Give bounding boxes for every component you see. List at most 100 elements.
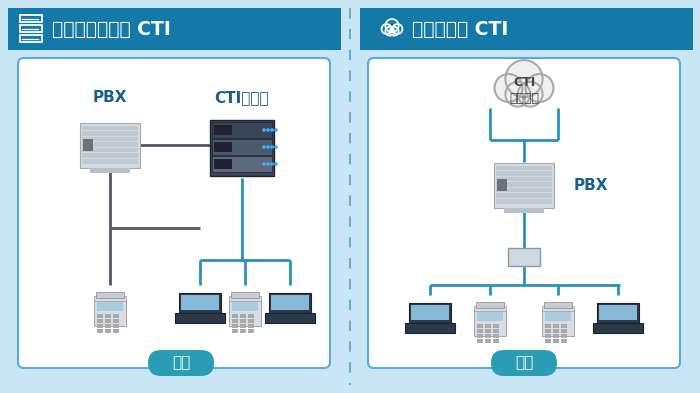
Bar bbox=[231, 292, 259, 298]
Bar bbox=[542, 306, 574, 311]
Bar bbox=[212, 139, 272, 155]
Circle shape bbox=[262, 128, 266, 132]
Bar bbox=[496, 193, 552, 198]
Circle shape bbox=[494, 74, 522, 102]
Circle shape bbox=[262, 162, 266, 166]
Bar bbox=[496, 188, 552, 192]
Circle shape bbox=[270, 128, 274, 132]
Bar bbox=[20, 35, 42, 42]
Bar bbox=[105, 329, 111, 332]
Circle shape bbox=[274, 145, 278, 149]
Circle shape bbox=[526, 74, 554, 102]
Bar bbox=[485, 339, 491, 343]
Bar bbox=[553, 339, 559, 343]
FancyBboxPatch shape bbox=[368, 58, 680, 368]
Circle shape bbox=[382, 24, 391, 34]
Bar bbox=[248, 314, 254, 318]
Bar bbox=[553, 334, 559, 338]
Text: クラウド型 CTI: クラウド型 CTI bbox=[412, 20, 508, 39]
Bar bbox=[248, 319, 254, 323]
Bar bbox=[214, 125, 232, 135]
Bar bbox=[113, 329, 119, 332]
Bar bbox=[113, 319, 119, 323]
Bar bbox=[82, 131, 138, 136]
Bar bbox=[477, 329, 483, 332]
Bar bbox=[232, 314, 238, 318]
Bar bbox=[485, 329, 491, 332]
Bar bbox=[240, 329, 246, 332]
Bar bbox=[229, 300, 261, 326]
Bar bbox=[599, 305, 637, 320]
Bar bbox=[504, 208, 544, 213]
Circle shape bbox=[518, 82, 542, 107]
Bar bbox=[214, 142, 232, 152]
Circle shape bbox=[382, 25, 391, 33]
Bar bbox=[232, 319, 238, 323]
Circle shape bbox=[528, 77, 551, 99]
Circle shape bbox=[270, 145, 274, 149]
Bar bbox=[175, 312, 225, 323]
Bar bbox=[493, 334, 499, 338]
Circle shape bbox=[393, 25, 402, 33]
Bar bbox=[561, 334, 567, 338]
Bar bbox=[232, 324, 238, 327]
Bar bbox=[494, 162, 554, 208]
Circle shape bbox=[274, 162, 278, 166]
Bar bbox=[485, 334, 491, 338]
Bar bbox=[597, 303, 639, 323]
Bar bbox=[474, 310, 506, 336]
Circle shape bbox=[505, 82, 530, 107]
FancyBboxPatch shape bbox=[18, 58, 330, 368]
Bar bbox=[476, 302, 504, 308]
Text: CTI
システム: CTI システム bbox=[509, 75, 539, 105]
Bar bbox=[544, 302, 572, 308]
Bar bbox=[212, 156, 272, 172]
Bar bbox=[181, 295, 219, 310]
Bar bbox=[496, 176, 552, 181]
Bar bbox=[496, 165, 552, 170]
Circle shape bbox=[386, 28, 393, 35]
Bar bbox=[493, 324, 499, 327]
Circle shape bbox=[497, 77, 520, 99]
Bar bbox=[561, 329, 567, 332]
Bar bbox=[214, 159, 232, 169]
Bar bbox=[82, 148, 138, 152]
Bar bbox=[545, 324, 551, 327]
Bar bbox=[97, 319, 103, 323]
Bar bbox=[271, 295, 309, 310]
Circle shape bbox=[520, 84, 540, 105]
Bar bbox=[113, 324, 119, 327]
FancyBboxPatch shape bbox=[148, 350, 214, 376]
Bar bbox=[497, 178, 507, 191]
Bar bbox=[269, 293, 311, 312]
Bar bbox=[477, 339, 483, 343]
Circle shape bbox=[386, 27, 394, 36]
Bar bbox=[82, 159, 138, 163]
Bar bbox=[94, 300, 126, 326]
Circle shape bbox=[508, 84, 528, 105]
Bar bbox=[82, 142, 138, 147]
Bar bbox=[493, 339, 499, 343]
Circle shape bbox=[262, 145, 266, 149]
Bar bbox=[232, 329, 238, 332]
Bar bbox=[97, 302, 123, 311]
Bar bbox=[240, 324, 246, 327]
Bar bbox=[20, 25, 42, 32]
Circle shape bbox=[274, 128, 278, 132]
Text: PBX: PBX bbox=[574, 178, 608, 193]
Bar bbox=[83, 138, 93, 151]
Circle shape bbox=[393, 24, 402, 34]
Bar bbox=[496, 171, 552, 176]
Bar bbox=[82, 125, 138, 130]
Circle shape bbox=[270, 162, 274, 166]
Bar bbox=[105, 324, 111, 327]
Bar bbox=[545, 334, 551, 338]
Circle shape bbox=[266, 145, 270, 149]
Bar bbox=[8, 8, 341, 50]
Bar bbox=[97, 324, 103, 327]
Bar bbox=[545, 339, 551, 343]
Bar bbox=[477, 334, 483, 338]
Bar bbox=[411, 305, 449, 320]
Bar bbox=[82, 153, 138, 158]
Bar bbox=[240, 319, 246, 323]
